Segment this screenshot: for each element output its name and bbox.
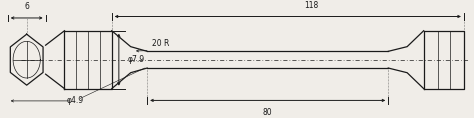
Text: 20 R: 20 R bbox=[152, 39, 169, 48]
Text: 80: 80 bbox=[263, 108, 273, 117]
Text: 6: 6 bbox=[24, 2, 29, 11]
Text: φ4.9: φ4.9 bbox=[67, 96, 84, 105]
Text: φ7.9: φ7.9 bbox=[128, 55, 145, 64]
Text: 118: 118 bbox=[304, 1, 319, 10]
